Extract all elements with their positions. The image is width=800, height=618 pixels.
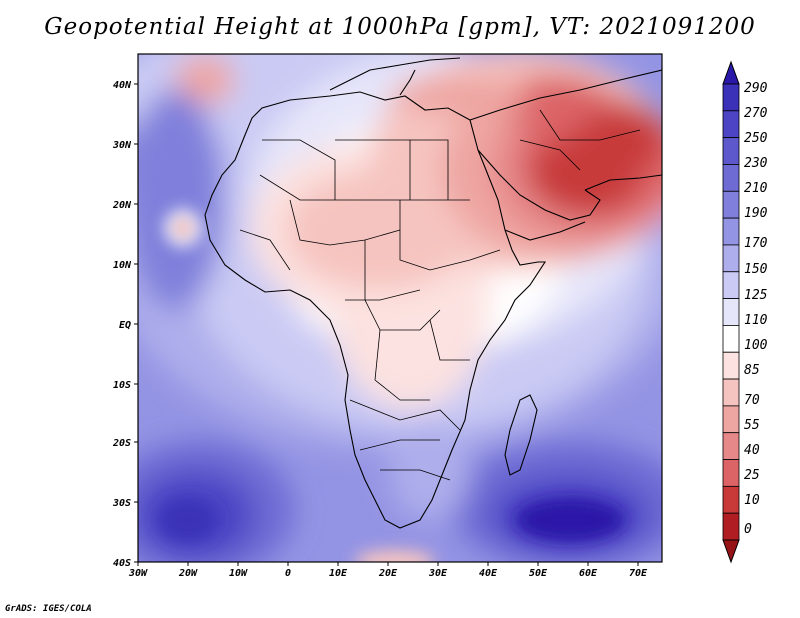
colorbar-label: 230 — [744, 156, 768, 171]
country-borders — [239, 109, 641, 481]
lat-label: 30N — [112, 140, 132, 151]
map-frame — [137, 53, 663, 563]
colorbar-segment — [722, 217, 740, 246]
colorbar-label: 25 — [744, 468, 760, 483]
lon-label: 30E — [428, 568, 448, 579]
lon-label: 10E — [329, 568, 348, 579]
lon-label: 20W — [178, 568, 198, 579]
grads-credit: GrADS: IGES/COLA — [5, 604, 92, 614]
colorbar-segment — [722, 485, 740, 514]
chart-title: Geopotential Height at 1000hPa [gpm], VT… — [44, 14, 756, 40]
colorbar-segment — [722, 244, 740, 273]
colorbar-segment — [722, 378, 740, 407]
colorbar-label: 190 — [744, 206, 768, 221]
colorbar-segment — [722, 271, 740, 299]
lon-label: 20E — [378, 568, 398, 579]
colorbar-label: 10 — [744, 493, 760, 508]
colorbar-segment — [722, 325, 740, 353]
lon-label: 50E — [529, 568, 548, 579]
colorbar-label: 170 — [744, 236, 768, 251]
colorbar-label: 40 — [744, 443, 760, 458]
lat-label: 10S — [113, 380, 131, 391]
lon-label: 30W — [128, 568, 148, 579]
colorbar-segment — [722, 164, 740, 192]
colorbar-segment — [722, 298, 740, 326]
colorbar-segment — [722, 405, 740, 434]
colorbar-segment — [722, 459, 740, 487]
colorbar-segment — [722, 512, 740, 541]
colorbar-segments — [722, 83, 740, 541]
colorbar-label: 290 — [744, 81, 768, 96]
colorbar-label: 85 — [744, 363, 760, 378]
shaded-field — [138, 54, 662, 562]
colorbar-label: 210 — [744, 181, 768, 196]
colorbar-label: 100 — [744, 338, 768, 353]
colorbar-label: 125 — [744, 288, 768, 303]
colorbar-label: 270 — [744, 106, 768, 121]
lat-label: 20N — [112, 200, 132, 211]
longitude-labels: 30W 20W 10W 0 10E 20E 30E 40E 50E 60E 70… — [128, 568, 648, 579]
colorbar-bottom-arrow — [722, 539, 740, 564]
latitude-labels: 40N 30N 20N 10N EQ 10S 20S 30S 40S — [112, 80, 132, 569]
lat-label: 30S — [112, 498, 131, 509]
colorbar-segment — [722, 351, 740, 380]
colorbar-label: 250 — [744, 131, 768, 146]
colorbar-label: 55 — [744, 418, 760, 433]
lat-label: 40S — [113, 558, 131, 569]
lat-label: 40N — [113, 80, 132, 91]
coastlines — [204, 57, 662, 529]
colorbar-segment — [722, 432, 740, 460]
colorbar-label: 0 — [744, 522, 752, 537]
lon-label: 70E — [629, 568, 648, 579]
colorbar-label: 150 — [744, 262, 768, 277]
colorbar-top-arrow — [722, 60, 740, 85]
lon-label: 10W — [229, 568, 248, 579]
colorbar-label: 70 — [744, 393, 760, 408]
colorbar-segment — [722, 83, 740, 112]
lat-label: 20S — [112, 438, 131, 449]
lon-label: 60E — [579, 568, 598, 579]
colorbar-label: 110 — [744, 313, 768, 328]
colorbar-segment — [722, 190, 740, 219]
colorbar: 290 270 250 230 210 190 170 150 125 110 … — [722, 60, 768, 564]
lon-label: 40E — [479, 568, 498, 579]
lat-label: EQ — [119, 320, 131, 331]
lon-label: 0 — [285, 568, 291, 579]
colorbar-labels: 290 270 250 230 210 190 170 150 125 110 … — [744, 81, 768, 537]
axis-ticks — [134, 83, 639, 566]
colorbar-segment — [722, 110, 740, 139]
lat-label: 10N — [113, 260, 132, 271]
colorbar-segment — [722, 137, 740, 165]
